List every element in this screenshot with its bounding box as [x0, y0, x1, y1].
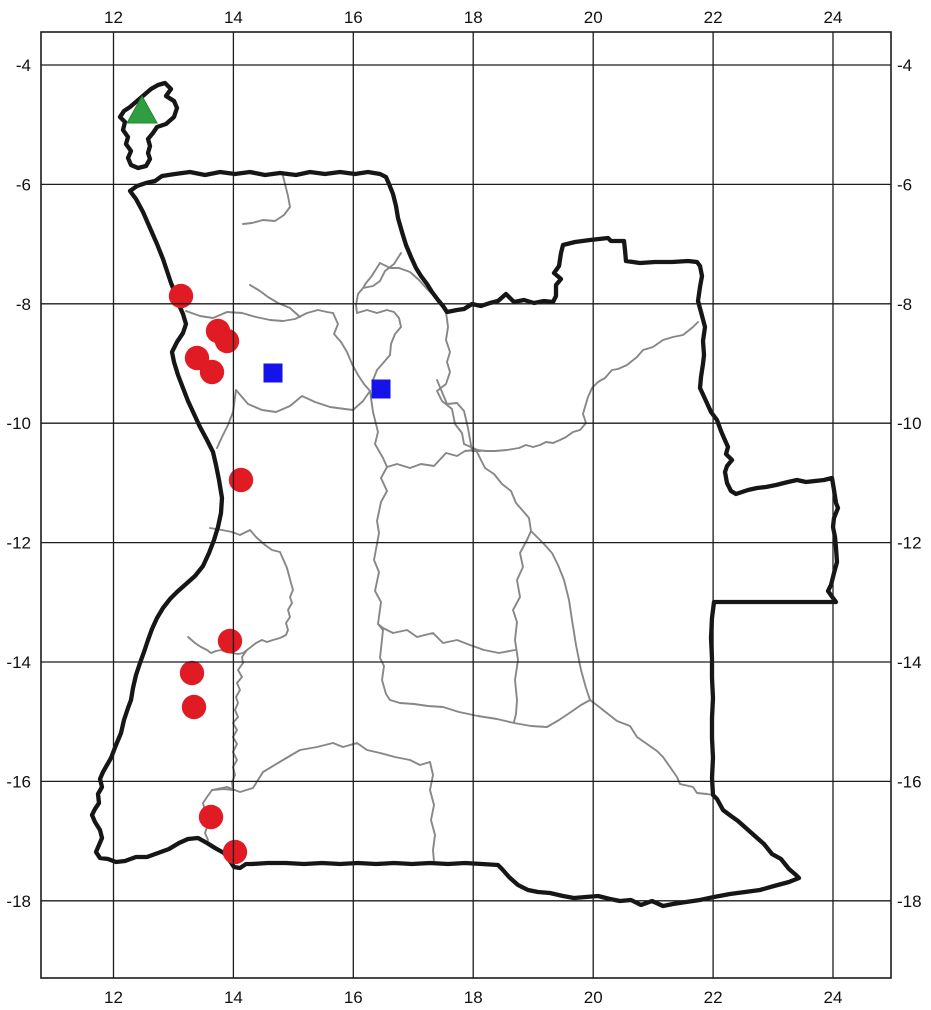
record-marker-red-circle: [199, 359, 225, 385]
latitude-label-left: -4: [16, 56, 31, 75]
latitude-label-left: -12: [6, 534, 31, 553]
latitude-label-left: -6: [16, 175, 31, 194]
longitude-label-top: 18: [464, 8, 483, 27]
record-marker-red-circle: [198, 804, 224, 830]
latitude-label-right: -14: [897, 653, 922, 672]
record-marker-red-circle: [179, 660, 205, 686]
latitude-label-left: -18: [6, 892, 31, 911]
record-marker-blue-square: [263, 363, 283, 383]
longitude-label-top: 22: [704, 8, 723, 27]
longitude-label-bottom: 24: [824, 988, 843, 1007]
latitude-label-left: -16: [6, 772, 31, 791]
latitude-label-right: -6: [897, 175, 912, 194]
longitude-label-top: 16: [344, 8, 363, 27]
province-boundary-line: [185, 309, 334, 322]
province-boundary-line: [386, 449, 477, 469]
country-border-outline: [89, 169, 841, 909]
latitude-label-left: -14: [6, 653, 31, 672]
province-boundary-line: [436, 379, 481, 452]
record-marker-blue-square: [371, 379, 391, 399]
record-marker-red-circle: [168, 283, 194, 309]
latitude-label-right: -10: [897, 414, 922, 433]
province-boundary-line: [242, 175, 291, 225]
latitude-label-right: -18: [897, 892, 922, 911]
province-boundary-line: [512, 530, 532, 723]
record-marker-red-circle: [214, 328, 240, 354]
country-border-outline: [117, 80, 180, 171]
longitude-label-top: 20: [584, 8, 603, 27]
country-border: [89, 80, 841, 909]
longitude-label-top: 14: [224, 8, 243, 27]
province-boundaries: [185, 175, 714, 863]
province-boundary-line: [377, 623, 516, 654]
latitude-label-right: -8: [897, 295, 912, 314]
latitude-label-left: -10: [6, 414, 31, 433]
province-boundary-line: [475, 321, 699, 452]
province-boundary-line: [216, 389, 374, 449]
axis-labels: 12 12 14 14 16 16 18 18 20 20 22 22 24 24 -4 -4 -6 -6 -8 -8…: [6, 8, 921, 1007]
longitude-label-bottom: 12: [104, 988, 123, 1007]
latitude-label-left: -8: [16, 295, 31, 314]
latitude-label-right: -4: [897, 56, 912, 75]
longitude-label-bottom: 18: [464, 988, 483, 1007]
longitude-label-bottom: 22: [704, 988, 723, 1007]
longitude-label-bottom: 20: [584, 988, 603, 1007]
longitude-label-bottom: 14: [224, 988, 243, 1007]
province-boundary-line: [209, 527, 294, 651]
graticule-grid: [40, 31, 892, 979]
province-boundary-line: [372, 411, 591, 728]
province-boundary-line: [429, 761, 436, 863]
longitude-label-top: 24: [824, 8, 843, 27]
latitude-label-right: -12: [897, 534, 922, 553]
province-boundary-line: [355, 252, 402, 391]
map-frame: [40, 31, 892, 979]
province-boundary-line: [211, 742, 431, 793]
record-marker-red-circle: [217, 628, 243, 654]
record-marker-green-triangle: [126, 94, 158, 124]
province-boundary-line: [436, 311, 481, 452]
longitude-label-bottom: 16: [344, 988, 363, 1007]
record-marker-red-circle: [228, 467, 254, 493]
latitude-label-right: -16: [897, 772, 922, 791]
longitude-label-top: 12: [104, 8, 123, 27]
province-boundary-line: [187, 636, 248, 655]
province-boundary-line: [249, 284, 301, 318]
province-boundary-line: [475, 449, 714, 796]
province-boundary-line: [332, 312, 371, 392]
record-marker-red-circle: [222, 839, 248, 865]
record-marker-red-circle: [181, 694, 207, 720]
